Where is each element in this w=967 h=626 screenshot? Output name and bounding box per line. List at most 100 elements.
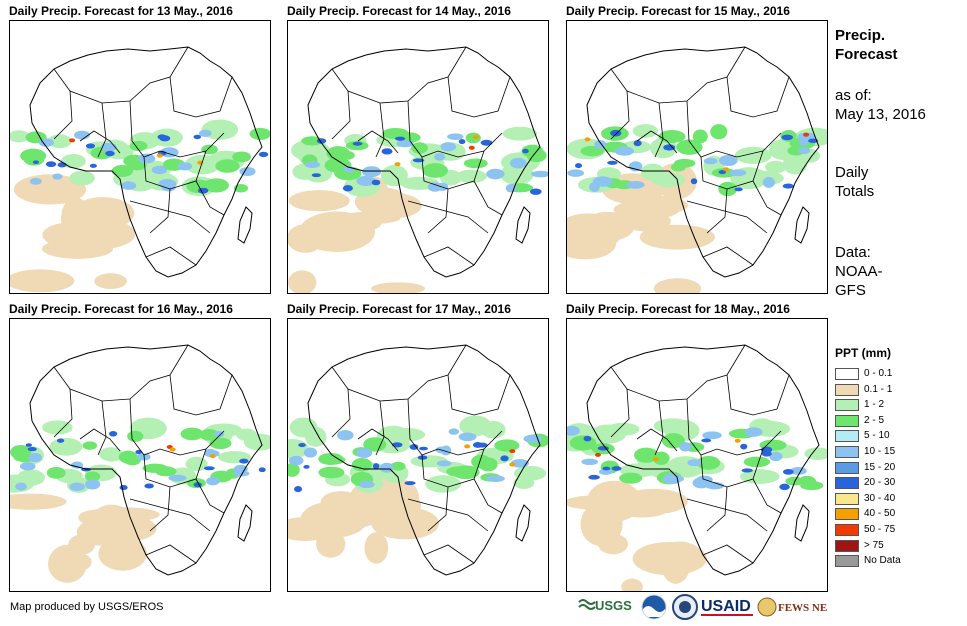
country-border [145,246,197,266]
rain-patch [111,164,133,177]
rain-patch [458,432,477,442]
forecast-panel-6: Daily Precip. Forecast for 18 May., 2016 [566,302,828,592]
country-border [375,102,385,158]
madagascar-outline [794,504,810,542]
panel-title: Daily Precip. Forecast for 15 May., 2016 [566,4,790,18]
country-border [686,498,768,532]
rain-patch [505,183,517,193]
africa-coastline [29,344,263,576]
country-border [427,486,449,532]
asof-date: May 13, 2016 [835,106,926,123]
rain-patch [356,448,373,458]
legend-label: No Data [864,555,901,567]
legend-label: 5 - 10 [864,430,890,442]
rain-patch [304,161,321,168]
rain-patch [161,183,176,192]
rain-patch [180,427,204,441]
rain-patch [502,126,538,141]
rain-patch [25,443,32,447]
legend-item: 40 - 50 [835,507,955,522]
rain-patch [779,483,790,491]
country-border [375,400,385,456]
forecast-panel-3: Daily Precip. Forecast for 15 May., 2016 [566,4,828,294]
rain-patch [363,437,387,452]
sidebar-heading: Precip. Forecast [835,26,898,64]
rain-patch [339,150,355,160]
rain-patch [762,176,775,188]
legend-title: PPT (mm) [835,346,892,360]
rain-patch [157,134,167,140]
rain-patch [798,475,817,487]
rain-patch [611,466,622,471]
rain-patch [567,425,580,436]
rain-patch [676,139,703,155]
rain-patch [28,452,42,463]
rain-patch [99,447,124,462]
sidebar-heading-line2: Forecast [835,46,898,63]
rain-patch [197,187,209,194]
rain-patch [652,451,670,466]
panel-title: Daily Precip. Forecast for 18 May., 2016 [566,302,790,316]
country-border [636,130,678,154]
rain-patch [509,157,527,169]
madagascar-outline [515,206,531,244]
rain-patch [361,166,382,178]
legend-swatch [835,461,859,474]
legend-item: 0.1 - 1 [835,383,955,398]
rain-patch [318,452,344,465]
legend-item: 15 - 20 [835,461,955,476]
rain-patch [632,124,658,138]
africa-coastline [586,344,820,576]
rain-patch [690,178,698,185]
rain-patch [639,224,715,250]
rain-patch [42,420,73,435]
rain-patch [294,486,303,493]
heavy-rain-core [509,449,516,454]
rain-patch [396,140,414,148]
country-border [473,478,503,514]
rain-patch [45,161,57,168]
legend-label: 50 - 75 [864,524,896,535]
country-border [447,374,511,416]
legend-swatch [835,399,859,412]
rain-patch [597,446,609,451]
rain-patch [249,127,270,140]
legend-label: 1 - 2 [864,399,885,411]
rain-patch [144,483,154,489]
rain-patch [486,475,505,482]
legend-item: > 75 [835,539,955,554]
totals-line2: Totals [835,183,875,200]
rain-patch [425,475,462,493]
rain-patch [623,195,689,215]
rain-patch [574,163,583,169]
rain-patch [621,578,643,591]
country-border [79,428,121,452]
legend-swatch [835,477,859,490]
rain-patch [513,476,535,489]
rain-patch [52,173,63,180]
rain-patch [626,180,645,189]
country-border [331,388,351,438]
rain-patch [679,442,692,452]
rain-patch [301,136,323,146]
country-border [654,102,664,158]
country-border [53,46,189,104]
rain-patch [673,158,696,168]
country-border [195,180,225,216]
africa-coastline [307,46,541,278]
precip-map [9,20,271,294]
rain-patch [258,467,266,473]
legend-label: 10 - 15 [864,446,896,457]
rain-patch [447,133,464,140]
totals-line1: Daily [835,164,869,181]
country-border [610,46,746,104]
rain-patch [740,443,748,450]
rain-patch [239,458,249,464]
rain-patch [452,465,480,480]
rain-patch [618,505,666,518]
rain-patch [57,162,67,168]
madagascar-outline [237,206,253,244]
asof-block: as of: May 13, 2016 [835,86,926,124]
rain-patch [105,150,115,157]
rain-patch [480,139,493,146]
